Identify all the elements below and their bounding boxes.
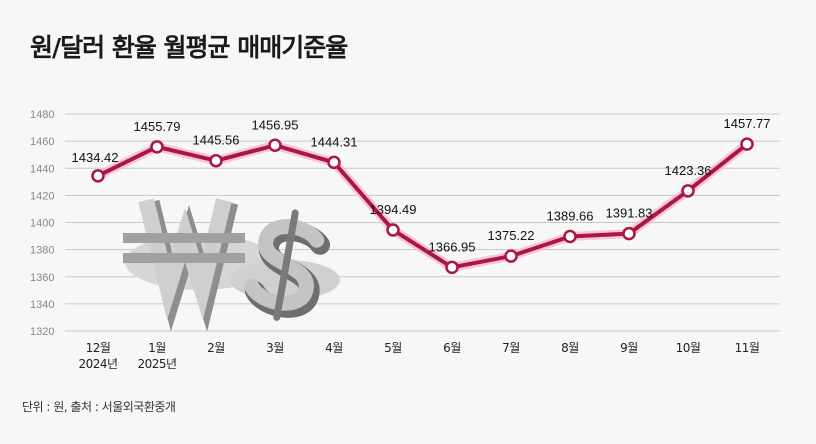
data-point xyxy=(268,138,282,153)
data-label: 1375.22 xyxy=(488,228,535,243)
data-label: 1455.79 xyxy=(134,119,181,134)
data-label: 1445.56 xyxy=(193,133,240,148)
won-dollar-symbol-illustration xyxy=(123,198,340,332)
x-tick-label: 8월 xyxy=(561,341,579,355)
x-tick-label: 9월 xyxy=(620,341,638,355)
data-label: 1434.42 xyxy=(72,150,119,165)
data-label: 1423.36 xyxy=(665,163,712,178)
x-tick-label: 5월 xyxy=(384,341,402,355)
x-tick-label: 1월 xyxy=(148,341,166,355)
y-tick-label: 1380 xyxy=(30,245,54,257)
data-point xyxy=(150,140,164,154)
x-tick-label: 12월 xyxy=(86,341,111,355)
y-tick-label: 1320 xyxy=(30,326,54,338)
data-point xyxy=(563,229,577,244)
data-label: 1456.95 xyxy=(252,117,299,132)
y-tick-label: 1440 xyxy=(30,163,54,175)
series-line xyxy=(97,142,749,270)
data-point xyxy=(327,155,341,170)
data-label: 1391.83 xyxy=(606,206,653,221)
data-point xyxy=(386,223,400,237)
x-tick-year-label: 2024년 xyxy=(78,357,117,371)
data-label: 1389.66 xyxy=(547,209,594,224)
y-tick-label: 1360 xyxy=(30,272,54,284)
data-point xyxy=(209,153,223,168)
x-tick-label: 4월 xyxy=(325,341,343,355)
x-tick-label: 11월 xyxy=(735,341,760,355)
y-tick-label: 1400 xyxy=(30,218,54,230)
y-tick-label: 1460 xyxy=(30,136,54,148)
data-label: 1457.77 xyxy=(724,116,771,131)
dollar-sign-icon xyxy=(244,209,331,321)
x-tick-label: 10월 xyxy=(676,341,701,355)
data-label: 1366.95 xyxy=(429,239,476,254)
x-tick-label: 3월 xyxy=(266,341,284,355)
x-tick-label: 6월 xyxy=(443,341,461,355)
data-point xyxy=(504,249,518,263)
data-point xyxy=(445,260,459,275)
chart-title: 원/달러 환율 월평균 매매기준율 xyxy=(30,33,348,62)
chart-footnote: 단위 : 원, 출처 : 서울외국환중개 xyxy=(22,400,176,414)
data-point xyxy=(91,169,105,183)
data-point xyxy=(740,137,754,151)
x-tick-label: 2월 xyxy=(207,341,225,355)
x-tick-year-label: 2025년 xyxy=(137,357,176,371)
data-point xyxy=(622,226,636,241)
y-tick-label: 1480 xyxy=(30,109,54,121)
x-tick-label: 7월 xyxy=(502,341,520,355)
won-sign-icon xyxy=(123,198,245,332)
data-label: 1394.49 xyxy=(370,202,417,217)
y-tick-label: 1420 xyxy=(30,190,54,202)
data-point xyxy=(681,184,695,198)
y-tick-label: 1340 xyxy=(30,299,54,311)
data-label: 1444.31 xyxy=(311,134,358,149)
